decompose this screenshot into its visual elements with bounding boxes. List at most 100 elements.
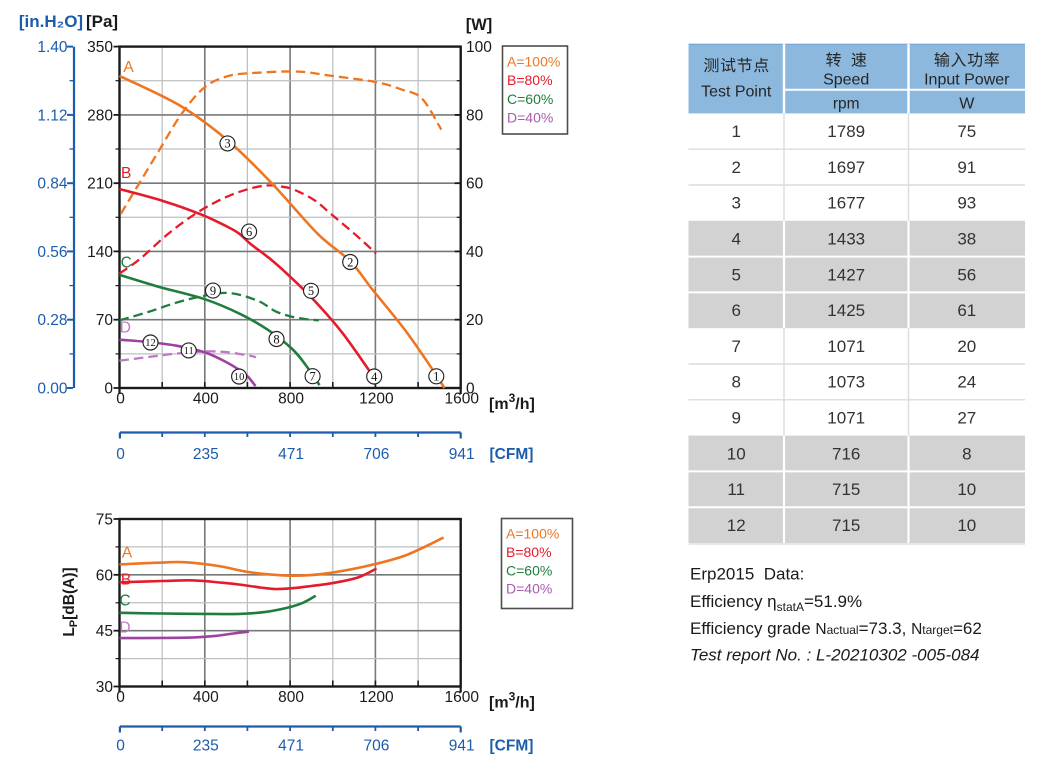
svg-text:93: 93 [957,194,976,213]
svg-text:350: 350 [87,39,113,56]
svg-text:1071: 1071 [827,409,865,428]
svg-text:716: 716 [832,444,860,463]
svg-text:10: 10 [727,444,746,463]
svg-text:1200: 1200 [359,391,394,408]
svg-text:0: 0 [116,391,125,408]
svg-text:27: 27 [957,409,976,428]
svg-text:[in.H₂O]: [in.H₂O] [19,12,83,31]
svg-text:20: 20 [466,312,484,329]
svg-text:[CFM]: [CFM] [490,446,534,463]
svg-text:C=60%: C=60% [506,563,552,579]
svg-text:1: 1 [731,122,740,141]
svg-text:45: 45 [96,623,113,640]
svg-text:210: 210 [87,176,113,193]
svg-text:30: 30 [96,679,114,696]
svg-text:C=60%: C=60% [507,91,553,107]
svg-text:471: 471 [278,737,304,754]
svg-text:1789: 1789 [827,122,865,141]
svg-text:Erp2015 Data:: Erp2015 Data: [690,565,804,584]
svg-text:11: 11 [727,480,745,499]
svg-text:0.56: 0.56 [37,244,67,261]
svg-text:5: 5 [308,284,314,298]
svg-text:1425: 1425 [827,301,865,320]
svg-text:10: 10 [957,480,976,499]
svg-text:W: W [959,96,975,113]
svg-text:941: 941 [449,737,475,754]
svg-text:0: 0 [116,689,125,706]
svg-text:5: 5 [731,265,740,284]
svg-text:[CFM]: [CFM] [490,737,534,754]
svg-text:12: 12 [727,516,746,535]
svg-text:0: 0 [104,381,113,398]
svg-text:[m3/h]: [m3/h] [489,690,535,712]
svg-text:100: 100 [466,39,492,56]
svg-text:C: C [119,593,130,610]
svg-text:706: 706 [363,446,389,463]
svg-text:20: 20 [957,337,976,356]
svg-text:4: 4 [371,370,378,384]
svg-text:1200: 1200 [359,689,394,706]
svg-text:D: D [119,620,130,637]
svg-text:1433: 1433 [827,230,865,249]
svg-text:715: 715 [832,516,860,535]
svg-text:Test Point: Test Point [701,84,772,101]
svg-text:8: 8 [731,373,740,392]
svg-text:400: 400 [193,689,219,706]
svg-text:1: 1 [433,370,439,384]
svg-text:60: 60 [466,176,484,193]
svg-text:LP[dB(A)]: LP[dB(A)] [61,567,80,636]
svg-text:Input Power: Input Power [924,72,1010,89]
svg-text:280: 280 [87,107,113,124]
svg-text:40: 40 [466,244,484,261]
svg-text:24: 24 [957,373,976,392]
svg-text:0.84: 0.84 [37,176,68,193]
svg-text:B=80%: B=80% [507,72,553,88]
svg-text:6: 6 [731,301,740,320]
svg-text:2: 2 [731,158,740,177]
svg-text:0: 0 [466,381,475,398]
svg-text:75: 75 [957,122,976,141]
svg-text:D=40%: D=40% [506,581,552,597]
svg-text:B: B [121,571,131,588]
svg-text:800: 800 [278,391,304,408]
svg-text:3: 3 [731,194,740,213]
svg-text:1697: 1697 [827,158,865,177]
svg-text:10: 10 [957,516,976,535]
svg-text:1073: 1073 [827,373,865,392]
svg-text:471: 471 [278,446,304,463]
svg-text:8: 8 [962,444,971,463]
svg-text:1.40: 1.40 [37,39,68,56]
svg-text:75: 75 [96,512,113,529]
svg-text:Test report No. : L-20210302 -: Test report No. : L-20210302 -005-084 [690,646,980,665]
svg-text:3: 3 [224,137,230,151]
svg-text:91: 91 [957,158,976,177]
svg-text:Efficiency grade Nactual=73.3,: Efficiency grade Nactual=73.3, Ntarget=6… [690,619,982,638]
svg-text:A: A [122,545,133,562]
svg-text:1677: 1677 [827,194,865,213]
svg-text:rpm: rpm [833,96,860,113]
svg-text:7: 7 [309,370,315,384]
svg-text:7: 7 [731,337,740,356]
svg-text:715: 715 [832,480,860,499]
svg-text:6: 6 [246,225,252,239]
svg-text:A: A [123,59,134,76]
svg-text:2: 2 [347,255,353,269]
svg-text:A=100%: A=100% [506,526,559,542]
svg-text:9: 9 [731,409,740,428]
svg-text:60: 60 [96,567,114,584]
svg-text:[W]: [W] [466,16,493,34]
svg-text:235: 235 [193,446,219,463]
svg-text:400: 400 [193,391,219,408]
svg-text:80: 80 [466,107,484,124]
svg-text:Speed: Speed [823,72,869,89]
svg-text:B=80%: B=80% [506,544,552,560]
svg-text:12: 12 [145,338,156,349]
svg-text:0.28: 0.28 [37,312,67,329]
svg-text:1600: 1600 [444,689,479,706]
svg-text:941: 941 [449,446,475,463]
svg-text:0: 0 [116,737,125,754]
svg-text:1600: 1600 [444,391,479,408]
svg-text:800: 800 [278,689,304,706]
svg-text:D: D [120,320,131,337]
svg-text:0: 0 [116,446,125,463]
